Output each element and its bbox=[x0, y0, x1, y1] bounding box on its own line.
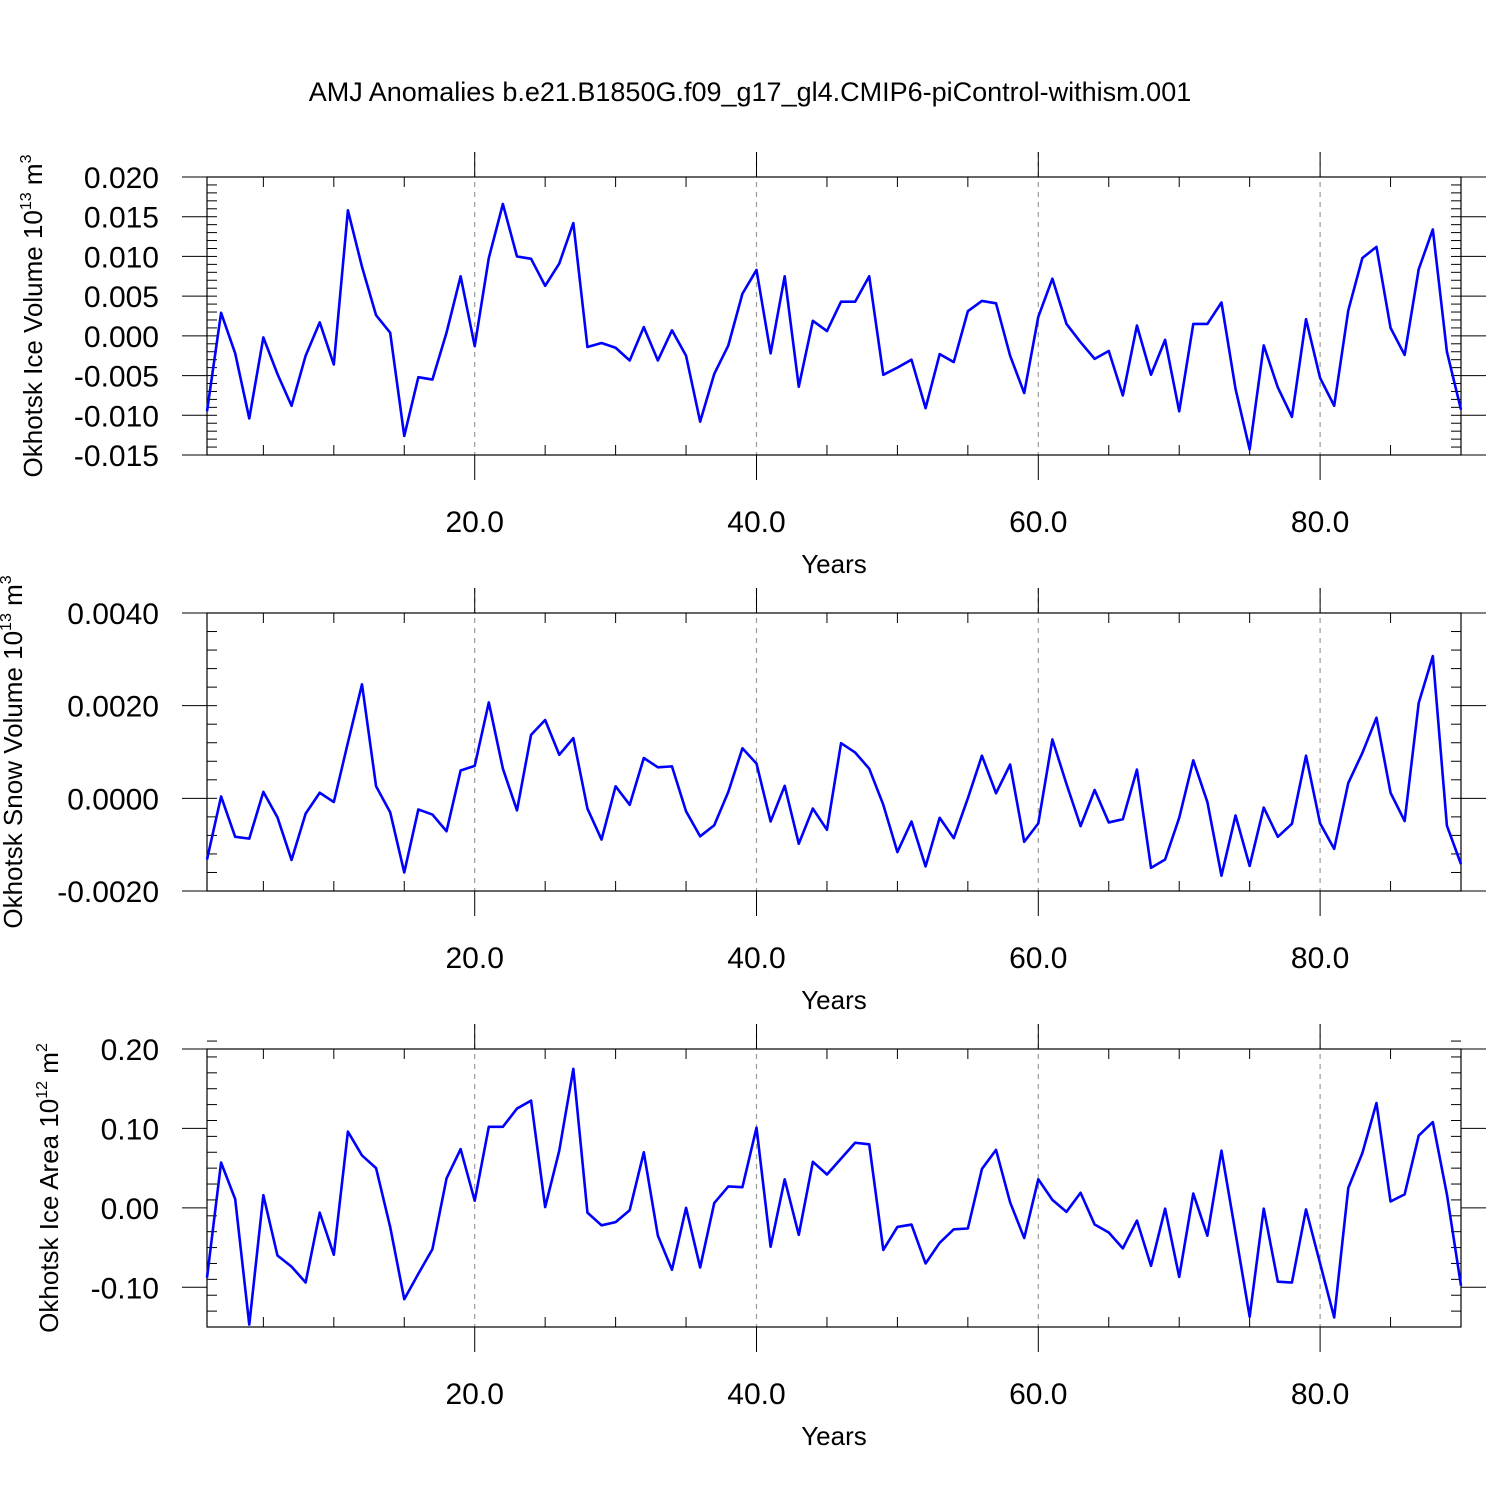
y-tick-label: -0.010 bbox=[74, 400, 159, 433]
x-axis-label: Years bbox=[801, 985, 867, 1015]
y-tick-label: 0.020 bbox=[84, 162, 159, 195]
y-tick-label: 0.010 bbox=[84, 241, 159, 274]
y-tick-label: -0.005 bbox=[74, 361, 159, 394]
panels: -0.015 -0.010 -0.005 0.000 0.005 0.010 0.015 0.… bbox=[0, 152, 1486, 1451]
x-axis-label: Years bbox=[801, 549, 867, 579]
y-tick-label: -0.015 bbox=[74, 440, 159, 473]
series-line bbox=[205, 202, 1463, 451]
panel-3: -0.10 0.00 0.10 0.20 20.0 40.0 60.0 80.0 Years Ok… bbox=[34, 1024, 1486, 1451]
series-line bbox=[205, 1067, 1463, 1326]
x-tick-label: 20.0 bbox=[446, 506, 504, 539]
y-axis-label: Okhotsk Ice Area 1012 m2 bbox=[34, 1043, 64, 1333]
y-tick-label: 0.0040 bbox=[67, 598, 159, 631]
y-tick-label: -0.0020 bbox=[57, 876, 159, 909]
x-axis-label: Years bbox=[801, 1421, 867, 1451]
x-tick-label: 80.0 bbox=[1291, 1378, 1349, 1411]
y-tick-label: 0.000 bbox=[84, 321, 159, 354]
y-tick-label: 0.0000 bbox=[67, 783, 159, 816]
y-tick-label: 0.10 bbox=[101, 1113, 159, 1146]
x-tick-label: 20.0 bbox=[446, 1378, 504, 1411]
x-tick-label: 80.0 bbox=[1291, 942, 1349, 975]
plot-frame bbox=[206, 612, 1462, 892]
x-tick-label: 40.0 bbox=[727, 1378, 785, 1411]
y-axis-label: Okhotsk Ice Volume 1013 m3 bbox=[18, 154, 48, 477]
y-tick-label: 0.00 bbox=[101, 1193, 159, 1226]
chart-title: AMJ Anomalies b.e21.B1850G.f09_g17_gl4.C… bbox=[309, 77, 1191, 107]
plot-frame bbox=[206, 1048, 1462, 1328]
y-tick-label: 0.0020 bbox=[67, 691, 159, 724]
x-tick-label: 60.0 bbox=[1009, 506, 1067, 539]
y-tick-label: 0.005 bbox=[84, 281, 159, 314]
x-tick-label: 40.0 bbox=[727, 506, 785, 539]
x-tick-label: 60.0 bbox=[1009, 1378, 1067, 1411]
y-tick-label: -0.10 bbox=[91, 1272, 159, 1305]
x-tick-label: 60.0 bbox=[1009, 942, 1067, 975]
y-axis-label: Okhotsk Snow Volume 1013 m3 bbox=[0, 575, 28, 928]
x-tick-label: 80.0 bbox=[1291, 506, 1349, 539]
x-tick-label: 40.0 bbox=[727, 942, 785, 975]
panel-2: -0.0020 0.0000 0.0020 0.0040 20.0 40.0 60.0 80.… bbox=[0, 575, 1486, 1015]
x-tick-label: 20.0 bbox=[446, 942, 504, 975]
series-line bbox=[205, 654, 1463, 878]
y-tick-label: 0.015 bbox=[84, 202, 159, 235]
y-tick-label: 0.20 bbox=[101, 1034, 159, 1067]
panel-1: -0.015 -0.010 -0.005 0.000 0.005 0.010 0.015 0.… bbox=[18, 152, 1486, 579]
plot-frame bbox=[206, 176, 1462, 456]
